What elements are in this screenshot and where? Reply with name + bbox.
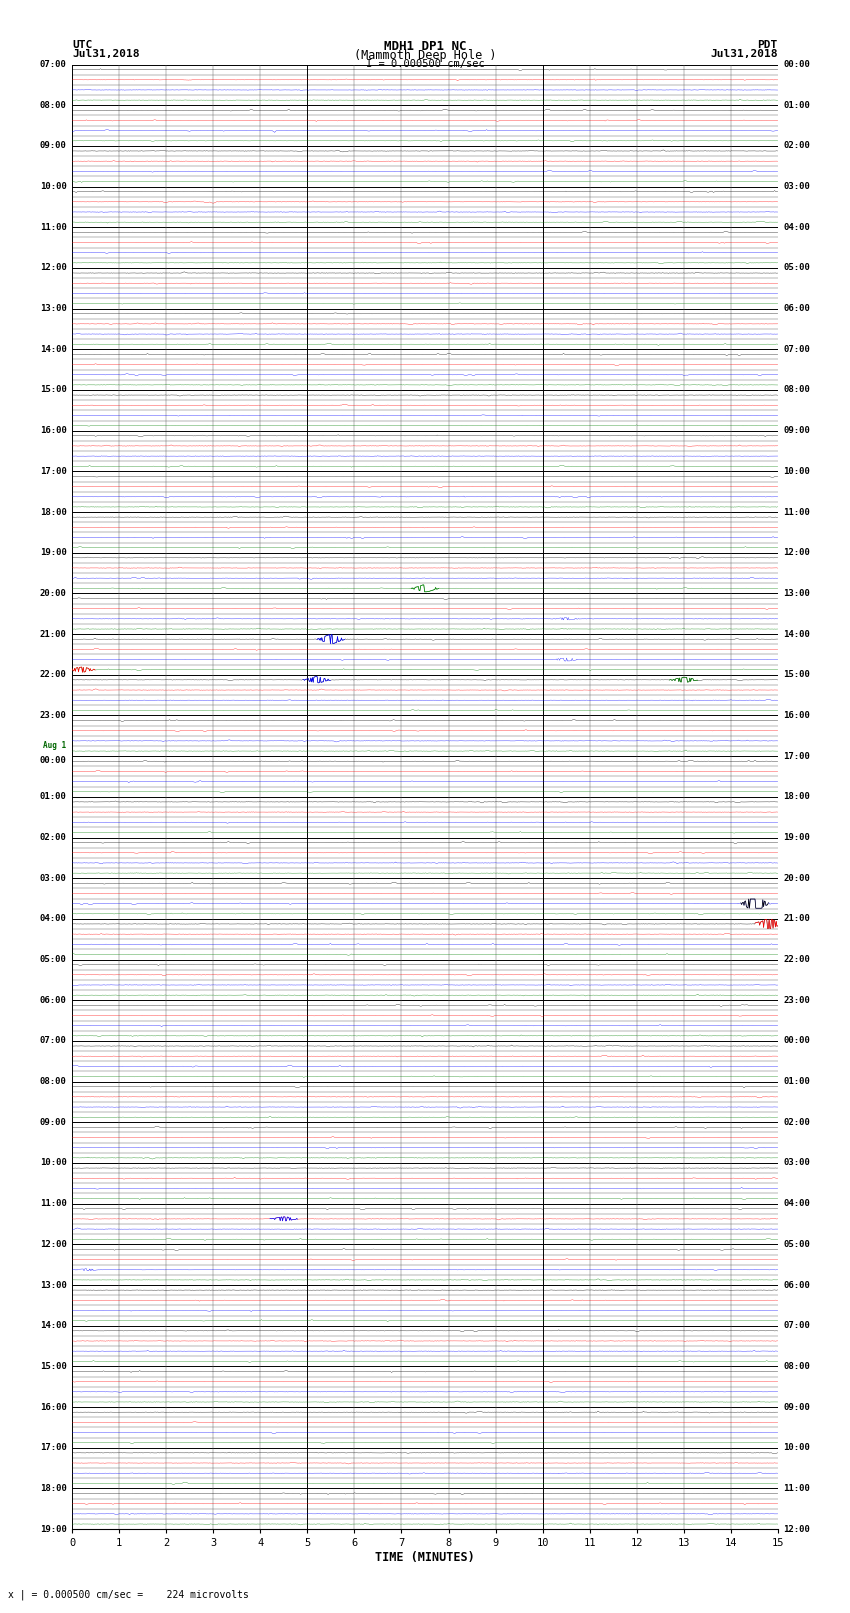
Text: 07:00: 07:00 <box>784 345 810 353</box>
Text: 03:00: 03:00 <box>784 1158 810 1168</box>
Text: 09:00: 09:00 <box>40 1118 66 1127</box>
Text: Aug 1: Aug 1 <box>43 742 66 750</box>
Text: 10:00: 10:00 <box>784 1444 810 1452</box>
Text: 09:00: 09:00 <box>784 1403 810 1411</box>
Text: 01:00: 01:00 <box>784 1077 810 1086</box>
Text: 02:00: 02:00 <box>784 142 810 150</box>
Text: 05:00: 05:00 <box>40 955 66 965</box>
Text: 14:00: 14:00 <box>784 629 810 639</box>
Text: 04:00: 04:00 <box>784 1198 810 1208</box>
Text: 09:00: 09:00 <box>40 142 66 150</box>
Text: 13:00: 13:00 <box>784 589 810 598</box>
Text: 02:00: 02:00 <box>40 832 66 842</box>
Text: 06:00: 06:00 <box>784 1281 810 1289</box>
Text: 10:00: 10:00 <box>784 466 810 476</box>
Text: 18:00: 18:00 <box>784 792 810 802</box>
Text: PDT: PDT <box>757 39 778 50</box>
Text: 12:00: 12:00 <box>40 263 66 273</box>
Text: 19:00: 19:00 <box>40 548 66 556</box>
Text: 14:00: 14:00 <box>40 1321 66 1331</box>
Text: 11:00: 11:00 <box>784 1484 810 1494</box>
Text: 08:00: 08:00 <box>784 386 810 395</box>
Text: (Mammoth Deep Hole ): (Mammoth Deep Hole ) <box>354 50 496 63</box>
Text: 23:00: 23:00 <box>784 995 810 1005</box>
Text: 07:00: 07:00 <box>40 1037 66 1045</box>
Text: 05:00: 05:00 <box>784 263 810 273</box>
Text: 01:00: 01:00 <box>40 792 66 802</box>
Text: 08:00: 08:00 <box>40 100 66 110</box>
Text: 19:00: 19:00 <box>40 1524 66 1534</box>
Text: 07:00: 07:00 <box>784 1321 810 1331</box>
Text: 17:00: 17:00 <box>40 466 66 476</box>
Text: I = 0.000500 cm/sec: I = 0.000500 cm/sec <box>366 58 484 69</box>
X-axis label: TIME (MINUTES): TIME (MINUTES) <box>375 1552 475 1565</box>
Text: 11:00: 11:00 <box>784 508 810 516</box>
Text: 11:00: 11:00 <box>40 1198 66 1208</box>
Text: 03:00: 03:00 <box>784 182 810 190</box>
Text: 10:00: 10:00 <box>40 182 66 190</box>
Text: 16:00: 16:00 <box>784 711 810 719</box>
Text: 01:00: 01:00 <box>784 100 810 110</box>
Text: 14:00: 14:00 <box>40 345 66 353</box>
Text: 00:00: 00:00 <box>784 60 810 69</box>
Text: 15:00: 15:00 <box>784 671 810 679</box>
Text: 10:00: 10:00 <box>40 1158 66 1168</box>
Text: 17:00: 17:00 <box>40 1444 66 1452</box>
Text: 18:00: 18:00 <box>40 1484 66 1494</box>
Text: 04:00: 04:00 <box>784 223 810 232</box>
Text: 05:00: 05:00 <box>784 1240 810 1248</box>
Text: 07:00: 07:00 <box>40 60 66 69</box>
Text: 17:00: 17:00 <box>784 752 810 761</box>
Text: 08:00: 08:00 <box>784 1361 810 1371</box>
Text: 22:00: 22:00 <box>784 955 810 965</box>
Text: 13:00: 13:00 <box>40 1281 66 1289</box>
Text: 12:00: 12:00 <box>40 1240 66 1248</box>
Text: 16:00: 16:00 <box>40 426 66 436</box>
Text: 11:00: 11:00 <box>40 223 66 232</box>
Text: 21:00: 21:00 <box>40 629 66 639</box>
Text: 06:00: 06:00 <box>40 995 66 1005</box>
Text: 09:00: 09:00 <box>784 426 810 436</box>
Text: 15:00: 15:00 <box>40 386 66 395</box>
Text: 20:00: 20:00 <box>784 874 810 882</box>
Text: Jul31,2018: Jul31,2018 <box>72 50 139 60</box>
Text: 18:00: 18:00 <box>40 508 66 516</box>
Text: 02:00: 02:00 <box>784 1118 810 1127</box>
Text: x | = 0.000500 cm/sec =    224 microvolts: x | = 0.000500 cm/sec = 224 microvolts <box>8 1589 249 1600</box>
Text: 22:00: 22:00 <box>40 671 66 679</box>
Text: 12:00: 12:00 <box>784 1524 810 1534</box>
Text: 00:00: 00:00 <box>40 756 66 765</box>
Text: 21:00: 21:00 <box>784 915 810 923</box>
Text: 03:00: 03:00 <box>40 874 66 882</box>
Text: 08:00: 08:00 <box>40 1077 66 1086</box>
Text: 15:00: 15:00 <box>40 1361 66 1371</box>
Text: MDH1 DP1 NC: MDH1 DP1 NC <box>383 39 467 53</box>
Text: 00:00: 00:00 <box>784 1037 810 1045</box>
Text: 23:00: 23:00 <box>40 711 66 719</box>
Text: Jul31,2018: Jul31,2018 <box>711 50 778 60</box>
Text: 16:00: 16:00 <box>40 1403 66 1411</box>
Text: 19:00: 19:00 <box>784 832 810 842</box>
Text: 13:00: 13:00 <box>40 305 66 313</box>
Text: 06:00: 06:00 <box>784 305 810 313</box>
Text: UTC: UTC <box>72 39 93 50</box>
Text: 12:00: 12:00 <box>784 548 810 556</box>
Text: 04:00: 04:00 <box>40 915 66 923</box>
Text: 20:00: 20:00 <box>40 589 66 598</box>
